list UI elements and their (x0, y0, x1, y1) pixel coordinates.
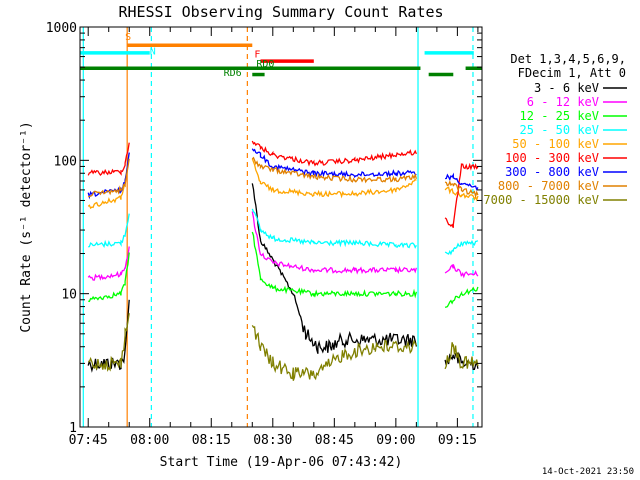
x-axis: 07:45 08:00 08:15 08:30 08:45 09:00 09:15 (69, 27, 479, 448)
series-5-line-2 (444, 162, 479, 228)
series-0-line-1 (251, 183, 418, 354)
series-7-line-2 (444, 180, 479, 199)
legend-header-line-1: Det 1,3,4,5,6,9, (510, 52, 626, 66)
series-1-line-0 (87, 246, 130, 281)
series-3-line-1 (251, 208, 417, 249)
event-label-4: RD6 (224, 68, 242, 79)
x-tick-label-6: 09:15 (438, 433, 477, 448)
y-tick-label-0: 1 (69, 421, 77, 436)
event-label-3: RD0 (256, 59, 274, 70)
series-6-line-1 (251, 148, 417, 179)
series-1-line-2 (444, 264, 479, 279)
event-label-2: F (254, 50, 260, 61)
y-axis: 1 10 100 1000 (46, 21, 482, 436)
series-1 (87, 211, 479, 281)
series-7-line-1 (251, 156, 418, 184)
y-axis-label: Count Rate (s⁻¹ detector⁻¹) (19, 121, 34, 332)
series-3-line-0 (88, 213, 130, 249)
event-label-1: N (150, 47, 156, 58)
x-axis-label: Start Time (19-Apr-06 07:43:42) (160, 455, 403, 470)
series-4 (87, 152, 479, 210)
series-4-line-1 (251, 158, 417, 199)
series-8-line-2 (444, 342, 479, 370)
series-layer (87, 140, 479, 381)
x-tick-label-5: 09:00 (376, 433, 415, 448)
series-2-line-1 (251, 231, 418, 299)
series-8 (87, 313, 479, 381)
x-tick-label-4: 08:45 (315, 433, 354, 448)
series-7 (87, 156, 479, 199)
series-2 (88, 231, 479, 309)
series-6-line-2 (444, 172, 479, 191)
series-8-line-0 (87, 313, 130, 372)
legend-label-8: 7000 - 15000 keV (483, 193, 599, 207)
footer-timestamp: 14-Oct-2021 23:50 (542, 467, 634, 477)
series-1-line-1 (251, 211, 418, 275)
x-tick-label-0: 07:45 (69, 433, 108, 448)
legend-header-line-2: FDecim 1, Att 0 (518, 66, 626, 80)
series-8-line-1 (251, 325, 417, 381)
x-tick-label-2: 08:15 (192, 433, 231, 448)
legend-label-5: 100 - 300 keV (505, 151, 599, 165)
legend-label-1: 6 - 12 keV (527, 95, 599, 109)
series-2-line-0 (88, 252, 130, 303)
legend-label-2: 12 - 25 keV (520, 109, 599, 123)
series-5 (87, 140, 479, 228)
legend: Det 1,3,4,5,6,9, FDecim 1, Att 0 3 - 6 k… (483, 52, 627, 207)
series-5-line-0 (87, 142, 130, 176)
y-tick-label-3: 1000 (46, 21, 77, 36)
series-7-line-0 (87, 158, 130, 198)
legend-label-7: 800 - 7000 keV (498, 179, 599, 193)
legend-label-3: 25 - 50 keV (520, 123, 599, 137)
series-5-line-1 (251, 140, 417, 167)
y-tick-label-2: 100 (54, 154, 77, 169)
series-4-line-0 (87, 152, 130, 210)
series-2-line-2 (444, 286, 479, 309)
y-tick-label-1: 10 (61, 288, 77, 303)
event-label-0: S (125, 32, 131, 43)
legend-label-4: 50 - 100 keV (512, 137, 599, 151)
series-3 (88, 208, 479, 256)
series-3-line-2 (444, 239, 479, 256)
x-tick-label-1: 08:00 (130, 433, 169, 448)
series-4-line-2 (444, 186, 479, 202)
plot-frame (79, 26, 483, 428)
chart-title: RHESSI Observing Summary Count Rates (118, 3, 443, 21)
x-tick-label-3: 08:30 (253, 433, 292, 448)
legend-label-6: 300 - 800 keV (505, 165, 599, 179)
legend-label-0: 3 - 6 keV (534, 81, 599, 95)
